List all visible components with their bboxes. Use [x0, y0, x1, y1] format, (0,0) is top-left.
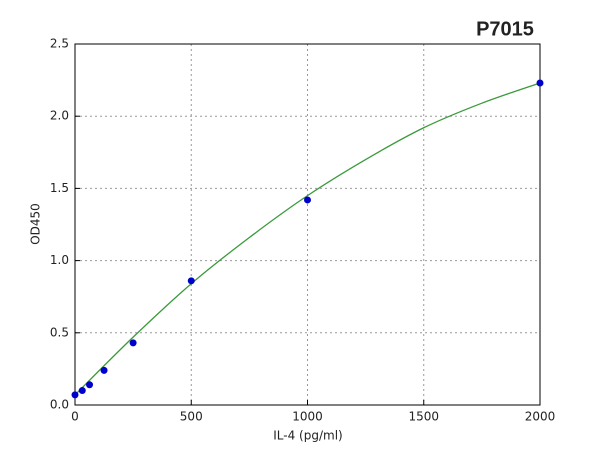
data-point	[304, 196, 311, 204]
y-tick-label: 1.0	[50, 253, 69, 267]
chart-title: P7015	[476, 18, 534, 40]
fit-curve	[74, 82, 541, 396]
x-tick-label: 1500	[408, 410, 439, 424]
data-point	[100, 366, 108, 374]
x-tick-label: 0	[71, 410, 79, 424]
y-tick-label: 0.5	[50, 325, 69, 339]
y-tick-label: 2.5	[50, 37, 69, 51]
y-tick-label: 2.0	[50, 109, 69, 123]
data-point	[187, 277, 195, 285]
x-tick-label: 2000	[525, 410, 556, 424]
data-point	[71, 391, 79, 399]
data-point	[129, 339, 137, 347]
y-tick-label: 1.5	[50, 181, 69, 195]
plot-frame	[74, 43, 541, 406]
y-axis-label: OD450	[29, 203, 43, 245]
y-tick-label: 0.0	[50, 398, 69, 412]
data-point	[86, 381, 94, 389]
x-tick-label: 500	[180, 410, 203, 424]
data-point	[78, 387, 86, 395]
x-tick-label: 1000	[292, 410, 323, 424]
x-axis-label: IL-4 (pg/ml)	[273, 429, 342, 443]
data-point	[536, 79, 544, 87]
